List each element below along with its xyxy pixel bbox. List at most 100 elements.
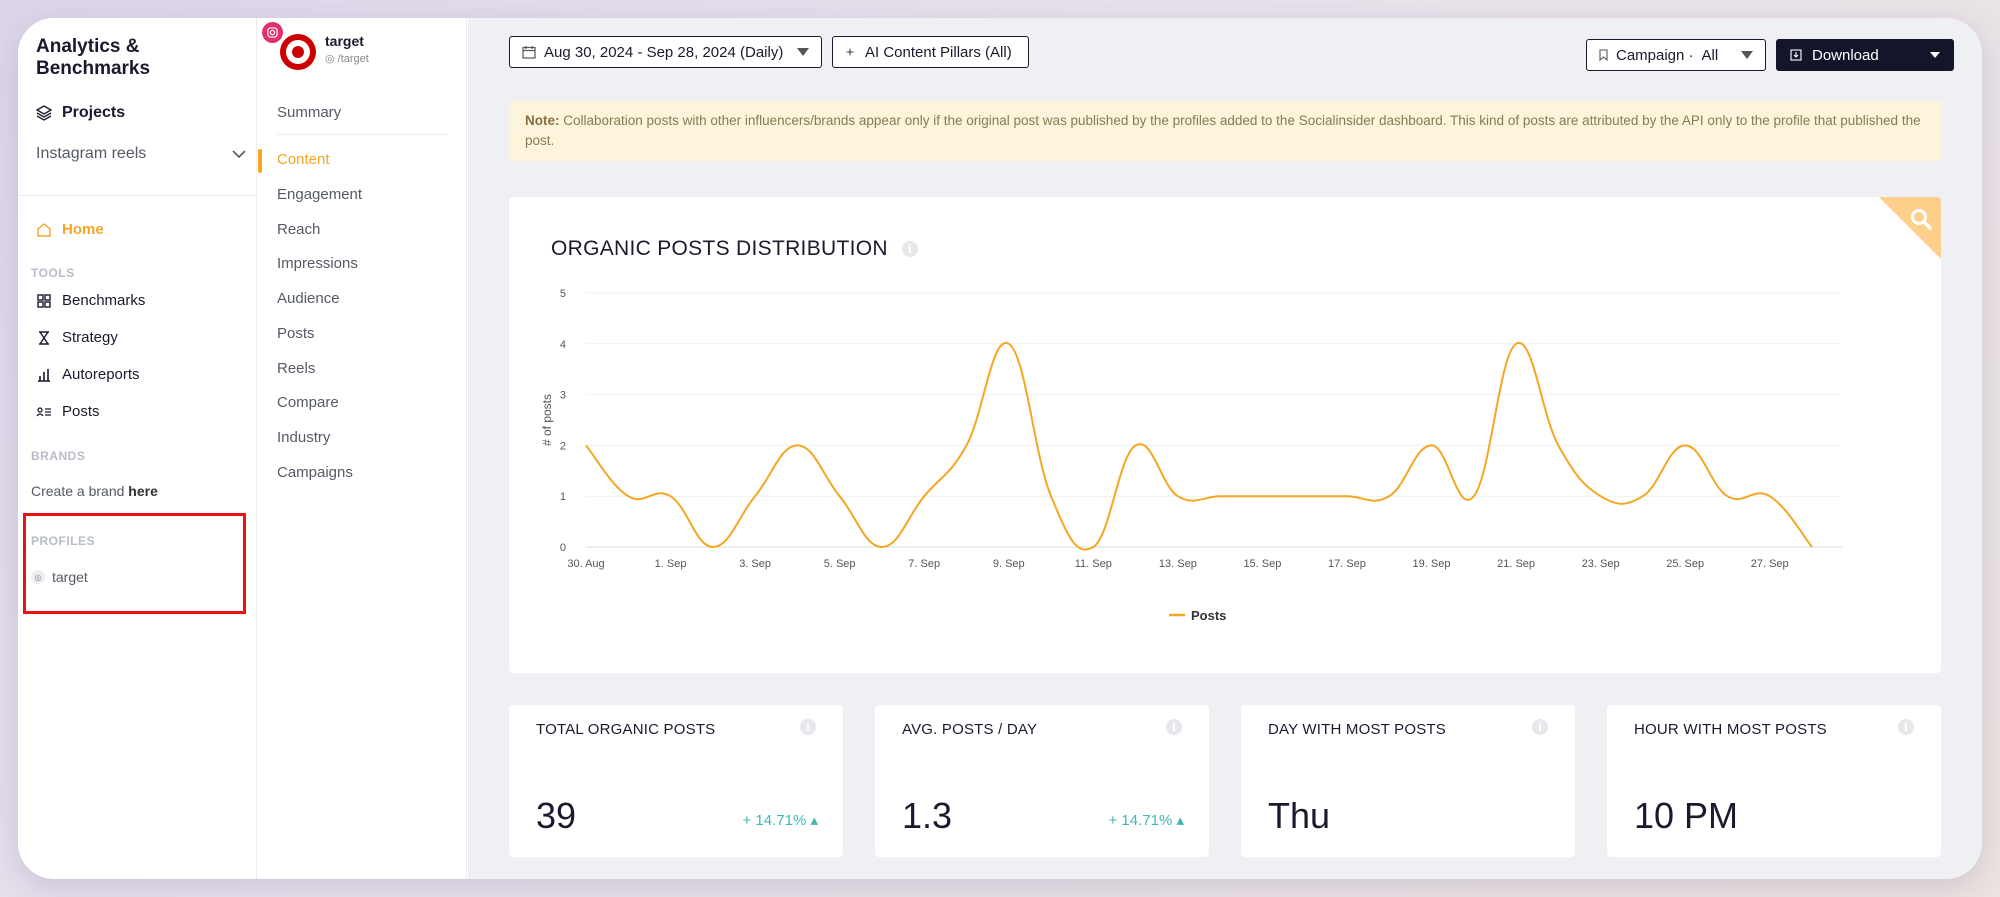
profile-item-target[interactable]: ◎ target bbox=[31, 569, 88, 585]
x-tick-label: 19. Sep bbox=[1413, 558, 1451, 570]
project-select-value: Instagram reels bbox=[36, 145, 147, 162]
instagram-badge-icon bbox=[262, 22, 283, 43]
subnav-engagement[interactable]: Engagement bbox=[277, 186, 363, 203]
x-tick-label: 11. Sep bbox=[1075, 558, 1112, 570]
sidebar-item-home-label: Home bbox=[62, 221, 104, 238]
y-tick-label: 5 bbox=[560, 288, 566, 300]
date-range-picker[interactable]: Aug 30, 2024 - Sep 28, 2024 (Daily) bbox=[509, 36, 822, 68]
x-tick-label: 27. Sep bbox=[1751, 558, 1789, 570]
projects-link[interactable]: Projects bbox=[36, 104, 125, 122]
sidebar-item-strategy[interactable]: Strategy bbox=[36, 329, 118, 346]
bookmark-icon bbox=[1599, 49, 1608, 61]
trend-up-icon: ▴ bbox=[1176, 812, 1184, 829]
stat-change-text: + 14.71% bbox=[1108, 812, 1173, 829]
stat-label: HOUR WITH MOST POSTS bbox=[1634, 721, 1827, 738]
brands-section-label: BRANDS bbox=[31, 449, 86, 463]
x-tick-label: 1. Sep bbox=[655, 558, 687, 570]
ai-content-pillars-button[interactable]: AI Content Pillars (All) bbox=[832, 36, 1029, 68]
subnav-impressions[interactable]: Impressions bbox=[277, 255, 358, 272]
sidebar-item-label: Benchmarks bbox=[62, 292, 146, 309]
stat-card-avg-posts: AVG. POSTS / DAY i 1.3 + 14.71% ▴ bbox=[875, 705, 1209, 857]
info-icon[interactable]: i bbox=[1166, 719, 1182, 735]
create-brand-prefix: Create a brand bbox=[31, 483, 129, 499]
subnav-audience[interactable]: Audience bbox=[277, 290, 340, 307]
organic-posts-chart-card: ORGANIC POSTS DISTRIBUTION i 0 1 2 3 4 5 30. A… bbox=[509, 197, 1941, 673]
subnav-reels[interactable]: Reels bbox=[277, 360, 316, 377]
download-icon bbox=[1790, 49, 1802, 61]
download-button[interactable]: Download bbox=[1776, 39, 1954, 71]
profile-handle-text: /target bbox=[337, 53, 369, 65]
x-tick-label: 30. Aug bbox=[567, 558, 604, 570]
bar-chart-icon bbox=[38, 368, 50, 382]
sidebar: Analytics & Benchmarks Projects Instagra… bbox=[18, 18, 257, 879]
note-text: Collaboration posts with other influence… bbox=[525, 113, 1921, 148]
stat-value: Thu bbox=[1268, 795, 1331, 836]
stat-card-total-posts: TOTAL ORGANIC POSTS i 39 + 14.71% ▴ bbox=[509, 705, 843, 857]
sidebar-item-posts[interactable]: Posts bbox=[36, 403, 100, 420]
campaign-select[interactable]: Campaign · All bbox=[1586, 39, 1766, 71]
campaign-value: All bbox=[1701, 46, 1719, 64]
subnav-posts[interactable]: Posts bbox=[277, 325, 315, 342]
subnav-campaigns[interactable]: Campaigns bbox=[277, 464, 353, 481]
subnav-summary[interactable]: Summary bbox=[277, 104, 342, 121]
profile-name: target bbox=[325, 33, 364, 49]
profile-avatar bbox=[280, 34, 316, 70]
chart-title: ORGANIC POSTS DISTRIBUTION i bbox=[551, 237, 918, 261]
projects-label: Projects bbox=[62, 104, 126, 121]
sub-navigation: target ◎ /target Summary Content Engagem… bbox=[258, 18, 467, 879]
caret-down-icon bbox=[797, 48, 809, 56]
subnav-divider bbox=[277, 134, 447, 135]
stat-value: 10 PM bbox=[1634, 795, 1739, 836]
app-window: Analytics & Benchmarks Projects Instagra… bbox=[18, 18, 1982, 879]
subnav-content[interactable]: Content bbox=[277, 151, 330, 168]
app-title: Analytics & Benchmarks bbox=[36, 36, 151, 79]
posts-list-icon bbox=[36, 406, 51, 416]
y-tick-label: 2 bbox=[560, 440, 566, 452]
stat-label: TOTAL ORGANIC POSTS bbox=[536, 721, 716, 738]
stat-card-day-most-posts: DAY WITH MOST POSTS i Thu bbox=[1241, 705, 1575, 857]
stat-change-text: + 14.71% bbox=[742, 812, 807, 829]
layers-icon bbox=[36, 105, 52, 121]
sidebar-item-label: Posts bbox=[62, 403, 100, 420]
highlight-box bbox=[23, 513, 246, 614]
sidebar-item-autoreports[interactable]: Autoreports bbox=[36, 366, 140, 383]
search-icon[interactable] bbox=[1909, 207, 1933, 231]
stat-change: + 14.71% ▴ bbox=[1108, 811, 1184, 829]
series-line-posts bbox=[585, 342, 1813, 551]
subnav-industry[interactable]: Industry bbox=[277, 429, 331, 446]
sidebar-item-benchmarks[interactable]: Benchmarks bbox=[36, 292, 145, 309]
x-tick-label: 9. Sep bbox=[993, 558, 1025, 570]
calendar-icon bbox=[522, 46, 536, 59]
info-icon[interactable]: i bbox=[1532, 719, 1548, 735]
info-icon[interactable]: i bbox=[800, 719, 816, 735]
trend-up-icon: ▴ bbox=[810, 812, 818, 829]
sparkle-icon bbox=[845, 47, 855, 57]
subnav-reach[interactable]: Reach bbox=[277, 221, 321, 238]
create-brand-link[interactable]: here bbox=[128, 483, 158, 499]
info-icon[interactable]: i bbox=[901, 241, 918, 257]
sidebar-item-home[interactable]: Home bbox=[36, 221, 104, 238]
project-select[interactable]: Instagram reels bbox=[36, 145, 246, 163]
x-tick-label: 25. Sep bbox=[1666, 558, 1704, 570]
main-content: Aug 30, 2024 - Sep 28, 2024 (Daily) AI C… bbox=[468, 18, 1982, 879]
x-tick-label: 3. Sep bbox=[739, 558, 771, 570]
active-indicator bbox=[258, 149, 262, 173]
profile-handle: ◎ /target bbox=[325, 53, 369, 65]
stat-card-hour-most-posts: HOUR WITH MOST POSTS i 10 PM bbox=[1607, 705, 1941, 857]
campaign-label: Campaign · bbox=[1616, 46, 1694, 64]
y-tick-label: 0 bbox=[560, 542, 566, 554]
note-prefix: Note: bbox=[525, 113, 560, 128]
hourglass-icon bbox=[39, 330, 49, 345]
posts-line-chart: 0 1 2 3 4 5 30. Aug 1. Sep 3. Sep 5. Sep 7. Sep 9. … bbox=[540, 288, 1842, 623]
ai-content-pillars-label: AI Content Pillars (All) bbox=[865, 43, 1012, 61]
profile-item-label: target bbox=[52, 569, 88, 585]
x-tick-label: 13. Sep bbox=[1159, 558, 1197, 570]
stat-change: + 14.71% ▴ bbox=[742, 811, 818, 829]
y-axis-label: # of posts bbox=[540, 394, 554, 446]
subnav-compare[interactable]: Compare bbox=[277, 394, 339, 411]
caret-down-icon[interactable] bbox=[1930, 52, 1940, 58]
create-brand-text: Create a brand here bbox=[31, 483, 158, 499]
info-icon[interactable]: i bbox=[1898, 719, 1914, 735]
stat-label: DAY WITH MOST POSTS bbox=[1268, 721, 1446, 738]
x-tick-label: 5. Sep bbox=[824, 558, 856, 570]
